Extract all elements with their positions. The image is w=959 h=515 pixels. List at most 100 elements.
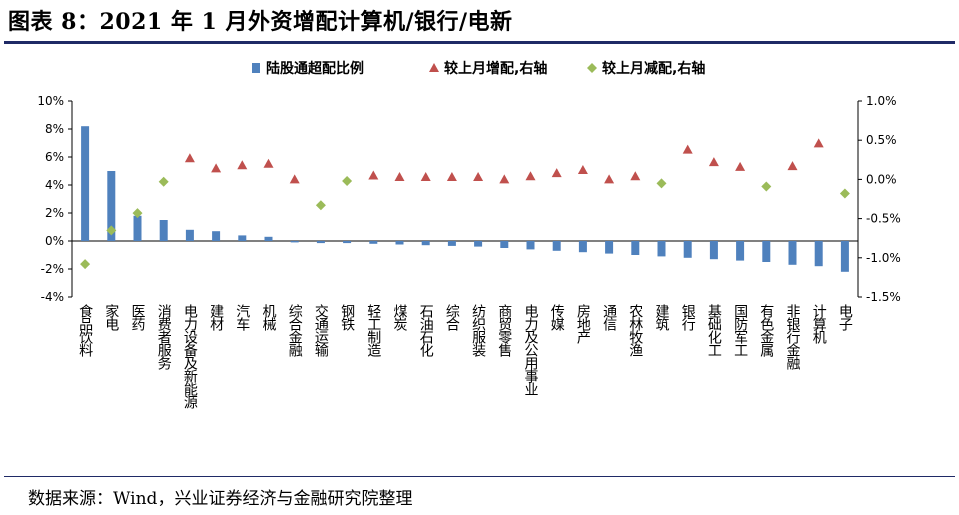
- bar: [814, 241, 823, 267]
- decrease-marker: [158, 176, 169, 187]
- decrease-marker: [761, 181, 772, 192]
- category-label: 有色金属: [758, 304, 774, 357]
- bar: [369, 241, 378, 244]
- category-label: 电力及公用事业: [523, 304, 539, 396]
- left-tick-label: 4%: [45, 178, 64, 192]
- increase-marker: [420, 172, 431, 182]
- bar: [788, 241, 797, 265]
- increase-marker: [237, 160, 248, 170]
- left-tick-label: 8%: [45, 122, 64, 136]
- category-label: 房地产: [575, 304, 591, 345]
- legend-diamond-icon: [587, 63, 597, 73]
- bar: [578, 241, 587, 253]
- left-tick-label: 10%: [37, 94, 64, 108]
- increase-marker: [368, 170, 379, 180]
- right-tick-label: -1.5%: [866, 290, 901, 304]
- legend-bar-swatch: [252, 63, 260, 73]
- axes: 10% 8% 6% 4% 2% 0% -2% -4% 1.0% 0.5% 0.0% -0.5% -1.0…: [37, 94, 901, 304]
- increase-marker: [630, 171, 641, 181]
- increase-marker: [473, 172, 484, 182]
- increase-marker: [446, 172, 457, 182]
- marker-series: [80, 138, 850, 270]
- bar: [421, 241, 430, 246]
- right-tick-label: 0.0%: [866, 172, 897, 186]
- increase-marker: [525, 171, 536, 181]
- legend-label: 陆股通超配比例: [266, 60, 364, 77]
- bar: [185, 229, 194, 241]
- bar: [631, 241, 640, 255]
- bar: [212, 231, 221, 241]
- decrease-marker: [315, 200, 326, 211]
- left-tick-label: 2%: [45, 206, 64, 220]
- category-label: 石油石化: [418, 304, 434, 358]
- increase-marker: [604, 174, 615, 184]
- bar: [316, 241, 325, 244]
- category-label: 传媒: [549, 304, 565, 331]
- category-label: 电力设备及新能源: [182, 304, 198, 409]
- source-note: 数据来源：Wind，兴业证券经济与金融研究院整理: [28, 489, 413, 509]
- category-label: 计算机: [811, 304, 827, 345]
- increase-marker: [394, 172, 405, 182]
- category-label: 机械: [261, 304, 277, 331]
- category-label: 建筑: [654, 304, 670, 332]
- bar: [736, 241, 745, 261]
- category-label: 食品饮料: [77, 303, 93, 357]
- bar: [343, 241, 352, 244]
- chart-area: 陆股通超配比例 较上月增配,右轴 较上月减配,右轴 10% 8% 6% 4% 2% 0% -2%…: [37, 60, 901, 409]
- increase-marker: [184, 153, 195, 163]
- left-tick-label: 6%: [45, 150, 64, 164]
- category-label: 煤炭: [392, 304, 408, 331]
- category-label: 纺织服装: [470, 304, 486, 357]
- increase-marker: [499, 174, 510, 184]
- category-label: 轻工制造: [365, 304, 381, 358]
- decrease-marker: [106, 225, 117, 236]
- bar: [500, 241, 509, 248]
- increase-marker: [211, 163, 222, 173]
- increase-marker: [682, 144, 693, 154]
- category-label: 通信: [601, 304, 617, 331]
- bar: [238, 235, 247, 241]
- category-label: 商贸零售: [496, 304, 512, 357]
- category-label: 汽车: [234, 304, 250, 331]
- category-label: 钢铁: [339, 304, 355, 331]
- right-tick-label: 1.0%: [866, 94, 897, 108]
- increase-marker: [289, 174, 300, 184]
- left-tick-label: -4%: [41, 290, 64, 304]
- category-label: 电子: [837, 304, 853, 331]
- category-label: 国防军工: [732, 304, 748, 356]
- decrease-marker: [132, 208, 143, 219]
- title-rule: [4, 41, 955, 44]
- bar: [474, 241, 483, 247]
- increase-marker: [551, 168, 562, 178]
- bar: [264, 236, 273, 241]
- increase-marker: [813, 138, 824, 148]
- bar: [107, 171, 116, 241]
- category-label: 非银行金融: [785, 304, 801, 370]
- legend: 陆股通超配比例 较上月增配,右轴 较上月减配,右轴: [252, 60, 705, 77]
- increase-marker: [263, 158, 274, 168]
- decrease-marker: [80, 259, 91, 270]
- category-label: 基础化工: [706, 303, 722, 356]
- category-label: 医药: [130, 304, 146, 331]
- legend-triangle-icon: [429, 63, 439, 72]
- right-tick-label: -1.0%: [866, 251, 901, 265]
- increase-marker: [577, 164, 588, 174]
- increase-marker: [735, 161, 746, 171]
- bar: [395, 241, 404, 245]
- bar: [762, 241, 771, 262]
- chart-title: 图表 8：2021 年 1 月外资增配计算机/银行/电新: [8, 9, 513, 35]
- legend-label: 较上月减配,右轴: [602, 60, 705, 77]
- bar: [683, 241, 692, 258]
- source-rule: [4, 476, 955, 477]
- decrease-marker: [342, 175, 353, 186]
- left-tick-label: 0%: [45, 234, 64, 248]
- category-label: 综合金融: [287, 304, 303, 357]
- bar: [709, 241, 718, 260]
- bar: [133, 215, 142, 241]
- bar: [657, 241, 666, 257]
- left-tick-label: -2%: [41, 262, 64, 276]
- bar: [552, 241, 561, 251]
- legend-label: 较上月增配,右轴: [444, 60, 547, 77]
- category-label: 综合: [444, 304, 460, 331]
- bar: [290, 241, 299, 243]
